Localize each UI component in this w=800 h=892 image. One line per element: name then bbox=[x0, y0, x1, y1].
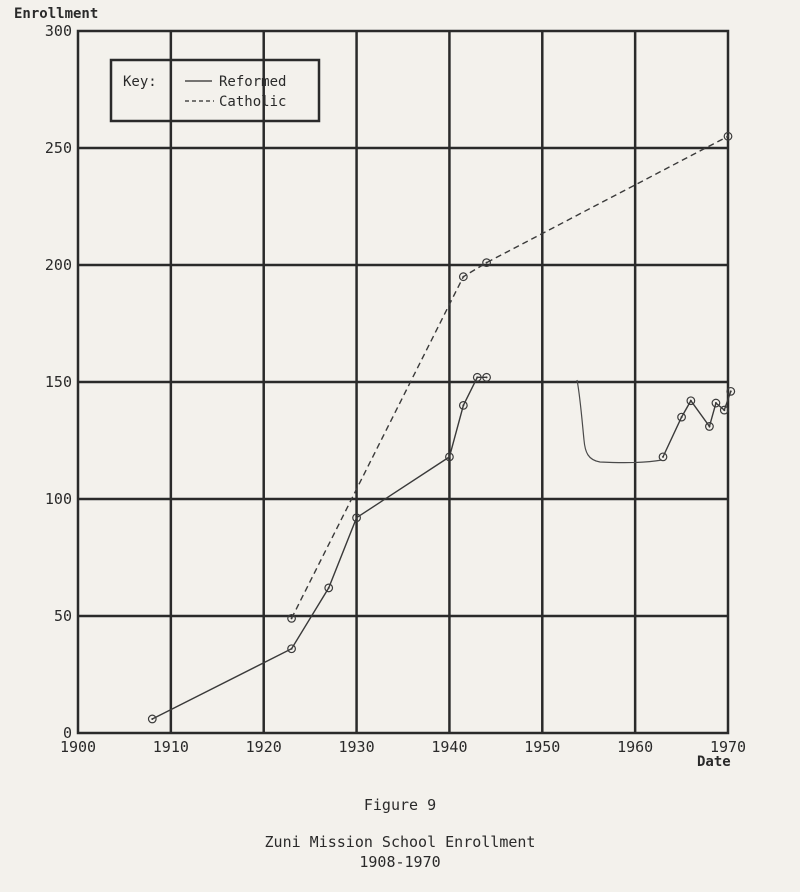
figure-title: Zuni Mission School Enrollment bbox=[264, 833, 536, 851]
tick-labels: 1900 1910 1920 1930 1940 1950 1960 1970 0 50 100 15… bbox=[45, 22, 746, 756]
data-point bbox=[458, 272, 468, 282]
data-point bbox=[723, 131, 733, 141]
data-point bbox=[352, 513, 361, 523]
y-tick-label: 150 bbox=[45, 373, 72, 391]
x-tick-label: 1920 bbox=[246, 738, 282, 756]
series-line-reformed bbox=[662, 391, 732, 458]
data-point-center bbox=[151, 717, 154, 720]
y-tick-label: 100 bbox=[45, 490, 72, 508]
data-point-center bbox=[723, 409, 726, 412]
y-tick-label: 300 bbox=[45, 22, 72, 40]
data-point bbox=[147, 714, 157, 724]
legend-key-label: Key: bbox=[123, 74, 157, 90]
data-point bbox=[705, 422, 714, 431]
x-tick-label: 1930 bbox=[339, 738, 375, 756]
data-point-center bbox=[290, 617, 293, 620]
data-point bbox=[726, 386, 736, 396]
x-tick-label: 1900 bbox=[60, 738, 96, 756]
legend-reformed-label: Reformed bbox=[219, 74, 286, 90]
y-tick-label: 250 bbox=[45, 139, 72, 157]
data-point-center bbox=[662, 455, 664, 458]
legend-box bbox=[109, 58, 321, 123]
data-point bbox=[458, 401, 468, 410]
data-point-center bbox=[290, 647, 293, 650]
x-tick-label: 1970 bbox=[710, 738, 746, 756]
data-point bbox=[324, 583, 334, 593]
data-point-center bbox=[485, 376, 488, 379]
data-point bbox=[677, 412, 686, 422]
data-point-center bbox=[462, 275, 465, 278]
data-point-center bbox=[448, 455, 451, 458]
series-line-reformed bbox=[151, 376, 487, 720]
data-point-center bbox=[485, 261, 488, 264]
x-tick-label: 1910 bbox=[153, 738, 189, 756]
data-point bbox=[686, 396, 696, 406]
data-point-center bbox=[689, 399, 692, 402]
data-point bbox=[482, 372, 491, 382]
data-point-center bbox=[476, 376, 479, 379]
data-point bbox=[445, 452, 454, 462]
series-line-catholic bbox=[290, 135, 729, 619]
data-point-center bbox=[708, 425, 711, 428]
data-point-center bbox=[729, 390, 732, 393]
grid-layer bbox=[76, 29, 730, 735]
data-point-center bbox=[462, 404, 465, 407]
legend: Key: Reformed Catholic bbox=[109, 58, 321, 123]
y-tick-label: 200 bbox=[45, 256, 72, 274]
legend-catholic-label: Catholic bbox=[219, 94, 286, 110]
data-point bbox=[287, 644, 296, 654]
x-tick-label: 1940 bbox=[431, 738, 467, 756]
figure-date-range: 1908-1970 bbox=[359, 853, 441, 871]
data-point-center bbox=[680, 416, 683, 419]
data-point-center bbox=[355, 516, 358, 519]
data-point-center bbox=[727, 135, 729, 138]
data-point bbox=[472, 372, 482, 382]
data-point bbox=[482, 258, 491, 268]
series-layer bbox=[147, 131, 736, 724]
hand-drawn-stroke bbox=[576, 379, 663, 464]
figure-number: Figure 9 bbox=[363, 796, 437, 814]
x-tick-label: 1960 bbox=[617, 738, 653, 756]
y-tick-label: 0 bbox=[63, 724, 72, 742]
x-tick-label: 1950 bbox=[524, 738, 560, 756]
data-point bbox=[711, 398, 721, 408]
y-tick-label: 50 bbox=[54, 607, 72, 625]
y-axis-title: Enrollment bbox=[14, 6, 98, 22]
data-point bbox=[719, 405, 729, 415]
data-point bbox=[658, 452, 668, 462]
x-axis-title: Date bbox=[697, 754, 731, 770]
data-point-center bbox=[327, 586, 330, 589]
data-point bbox=[287, 613, 296, 623]
data-point-center bbox=[714, 402, 717, 405]
